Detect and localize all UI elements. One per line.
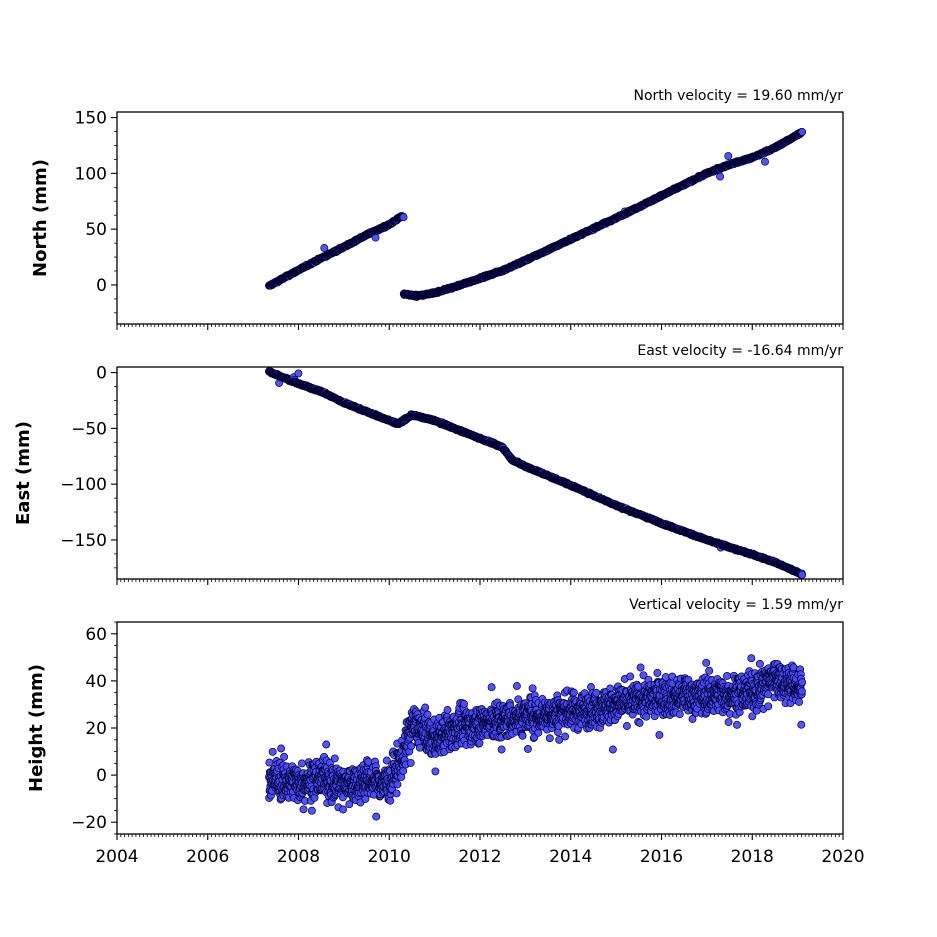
data-point: [724, 152, 733, 161]
data-point: [382, 756, 391, 765]
y-tick-label: −100: [60, 475, 107, 495]
north-panel: 0 50 100 150 North velocity = 19.60 mm/yr N…: [30, 88, 844, 330]
y-tick-label: −50: [71, 419, 107, 439]
east-ylabel: East (mm): [13, 421, 34, 525]
data-point: [307, 806, 316, 815]
data-point: [299, 805, 308, 814]
data-point: [330, 754, 339, 763]
data-point: [322, 740, 331, 749]
data-point: [798, 570, 807, 579]
data-point: [320, 244, 329, 252]
east-velocity-title: East velocity = -16.64 mm/yr: [637, 343, 843, 359]
north-velocity-title: North velocity = 19.60 mm/yr: [633, 88, 843, 104]
north-points: [265, 127, 807, 301]
y-tick-label: 0: [96, 276, 107, 296]
data-point: [265, 758, 274, 767]
height-panel: 2004 2006 2008 2010 2012 2014 2016 2018 2020 −20…: [26, 597, 865, 867]
data-point: [393, 780, 402, 789]
data-point: [277, 744, 286, 753]
east-points: [265, 367, 807, 579]
north-y-ticks: 0 50 100 150: [75, 109, 117, 314]
y-tick-label: 0: [96, 364, 107, 384]
east-x-ticks: [116, 579, 844, 585]
data-point: [297, 759, 306, 768]
data-point: [372, 812, 381, 821]
north-ylabel: North (mm): [30, 159, 51, 277]
north-x-ticks: [116, 324, 844, 330]
y-tick-label: 100: [75, 164, 107, 184]
data-point: [716, 172, 725, 181]
data-point: [386, 796, 395, 805]
data-point: [268, 747, 277, 756]
data-point: [345, 800, 354, 809]
data-point: [371, 233, 380, 242]
data-point: [761, 157, 769, 166]
data-point: [392, 789, 401, 798]
east-panel: 0 −50 −100 −150 East velocity = -16.64 mm/y…: [13, 343, 844, 585]
data-point: [294, 369, 303, 378]
y-tick-label: −150: [60, 531, 107, 551]
height-points: [265, 654, 807, 821]
data-point: [399, 213, 408, 222]
east-y-ticks: 0 −50 −100 −150: [60, 364, 117, 569]
data-point: [339, 805, 348, 814]
y-tick-label: 150: [75, 109, 107, 129]
data-point: [798, 127, 807, 136]
data-point: [280, 752, 289, 761]
y-tick-label: 50: [85, 220, 107, 240]
